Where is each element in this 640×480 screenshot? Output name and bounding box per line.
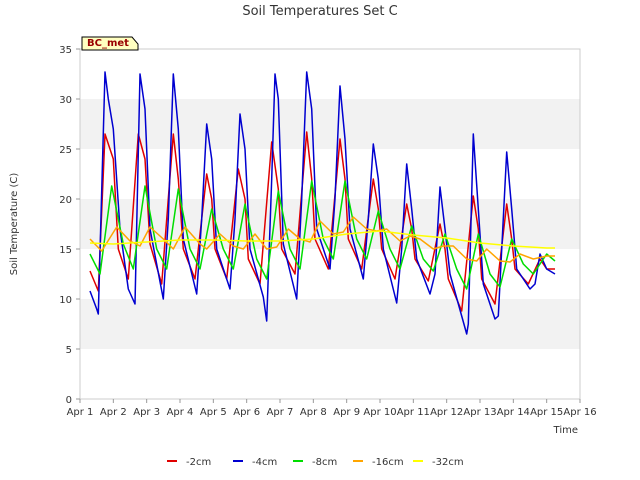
x-tick-label: Apr 3	[133, 407, 160, 418]
y-tick-label: 10	[59, 295, 72, 306]
x-tick-label: Apr 14	[497, 407, 530, 418]
x-tick-label: Apr 7	[267, 407, 294, 418]
y-tick-label: 5	[66, 345, 72, 356]
x-tick-label: Apr 12	[430, 407, 463, 418]
x-tick-label: Apr 4	[167, 407, 194, 418]
x-tick-label: Apr 10	[363, 407, 396, 418]
y-tick-label: 35	[59, 45, 72, 56]
station-badge-label: BC_met	[87, 38, 129, 49]
x-tick-label: Apr 1	[67, 407, 94, 418]
series-line-16cmcm	[89, 216, 555, 263]
grid-band	[80, 299, 580, 349]
x-tick-label: Apr 2	[100, 407, 127, 418]
x-tick-label: Apr 9	[333, 407, 360, 418]
x-tick-label: Apr 6	[233, 407, 260, 418]
y-tick-label: 30	[59, 95, 72, 106]
station-badge-shape	[81, 36, 139, 51]
x-tick-label: Apr 8	[300, 407, 327, 418]
legend-label: -32cm	[432, 457, 464, 468]
series-lines	[89, 71, 556, 335]
plot-area	[79, 48, 581, 400]
x-axis-ticks: Apr 1 Apr 2 Apr 3 Apr 4 Apr 5 Apr 6 Apr 7 Apr 8…	[67, 399, 597, 418]
series-line-4cmcm	[89, 71, 556, 335]
x-tick-label: Apr 13	[463, 407, 496, 418]
x-axis-label: Time	[553, 425, 578, 436]
series-line-32cmcm	[89, 230, 555, 249]
legend-label: -4cm	[252, 457, 277, 468]
y-tick-label: 0	[66, 395, 72, 406]
grid-band	[80, 99, 580, 149]
legend: -2cm -4cm -8cm -16cm -32cm	[167, 457, 464, 468]
y-axis-label: Soil Temperature (C)	[9, 173, 20, 276]
x-tick-label: Apr 15	[530, 407, 563, 418]
x-tick-label: Apr 11	[397, 407, 430, 418]
chart-title: Soil Temperatures Set C	[242, 4, 397, 19]
legend-label: -2cm	[186, 457, 211, 468]
x-tick-label: Apr 16	[563, 407, 596, 418]
grid-bands	[80, 99, 580, 349]
series-line-8cmcm	[89, 180, 556, 290]
legend-label: -8cm	[312, 457, 337, 468]
legend-label: -16cm	[372, 457, 404, 468]
y-tick-label: 15	[59, 245, 72, 256]
y-axis-ticks: 0 5 10 15 20 25 30 35	[59, 45, 80, 406]
station-badge: BC_met	[81, 36, 139, 51]
x-tick-label: Apr 5	[200, 407, 227, 418]
y-tick-label: 20	[59, 195, 72, 206]
y-tick-label: 25	[59, 145, 72, 156]
